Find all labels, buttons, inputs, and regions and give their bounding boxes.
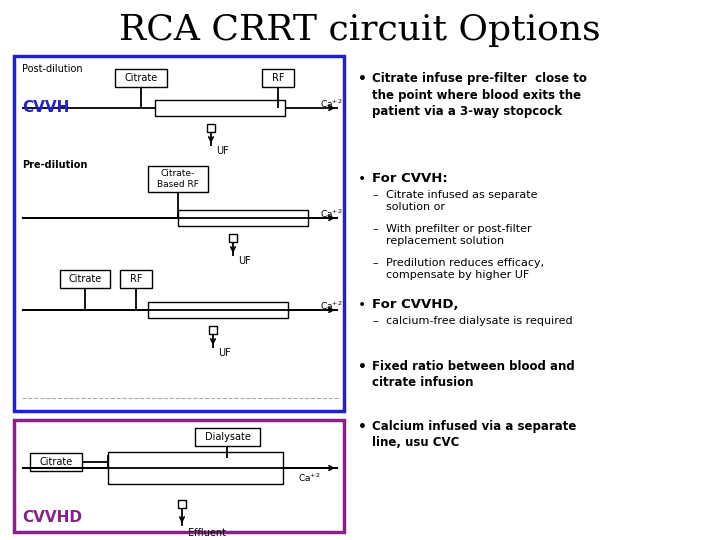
- Bar: [155, 100, 285, 116]
- Text: CVVH: CVVH: [22, 100, 69, 116]
- Text: RF: RF: [130, 274, 143, 284]
- Text: Ca$^{+2}$: Ca$^{+2}$: [320, 208, 343, 220]
- Text: –: –: [372, 224, 377, 234]
- Text: Effluent: Effluent: [188, 528, 226, 538]
- Text: RCA CRRT circuit Options: RCA CRRT circuit Options: [120, 13, 600, 47]
- Bar: [178, 500, 186, 508]
- Text: RF: RF: [271, 73, 284, 83]
- Text: Post-dilution: Post-dilution: [22, 64, 83, 74]
- Text: Citrate: Citrate: [40, 457, 73, 467]
- Bar: [120, 270, 152, 288]
- Text: •: •: [358, 360, 367, 374]
- Text: Citrate infuse pre-filter  close to
the point where blood exits the
patient via : Citrate infuse pre-filter close to the p…: [372, 72, 587, 118]
- Bar: [209, 326, 217, 334]
- Text: For CVVH:: For CVVH:: [372, 172, 448, 185]
- Text: •: •: [358, 172, 366, 186]
- Text: Ca$^{+2}$: Ca$^{+2}$: [320, 300, 343, 313]
- Text: –: –: [372, 190, 377, 200]
- Text: Predilution reduces efficacy,
compensate by higher UF: Predilution reduces efficacy, compensate…: [386, 258, 544, 280]
- Bar: [30, 453, 82, 471]
- Bar: [262, 69, 294, 87]
- Bar: [229, 234, 237, 242]
- Text: Citrate: Citrate: [68, 274, 102, 284]
- Text: For CVVHD,: For CVVHD,: [372, 298, 459, 311]
- Text: Ca$^{+2}$: Ca$^{+2}$: [320, 98, 343, 110]
- Text: Calcium infused via a separate
line, usu CVC: Calcium infused via a separate line, usu…: [372, 420, 577, 449]
- Text: Pre-dilution: Pre-dilution: [22, 160, 87, 170]
- Bar: [60, 270, 110, 288]
- Text: CVVHD: CVVHD: [22, 510, 82, 525]
- Bar: [223, 458, 231, 466]
- Bar: [14, 56, 344, 411]
- Text: With prefilter or post-filter
replacement solution: With prefilter or post-filter replacemen…: [386, 224, 531, 246]
- Text: –: –: [372, 258, 377, 268]
- Bar: [115, 69, 167, 87]
- Text: Citrate infused as separate
solution or: Citrate infused as separate solution or: [386, 190, 538, 212]
- Text: –: –: [372, 316, 377, 326]
- Text: Fixed ratio between blood and
citrate infusion: Fixed ratio between blood and citrate in…: [372, 360, 575, 389]
- Text: calcium-free dialysate is required: calcium-free dialysate is required: [386, 316, 572, 326]
- Text: •: •: [358, 298, 366, 312]
- Text: UF: UF: [216, 146, 229, 156]
- Bar: [108, 452, 283, 484]
- Text: Dialysate: Dialysate: [204, 432, 251, 442]
- Bar: [148, 166, 208, 192]
- Text: Ca$^{+2}$: Ca$^{+2}$: [298, 472, 320, 484]
- Text: •: •: [358, 420, 367, 434]
- Text: Citrate: Citrate: [125, 73, 158, 83]
- Text: •: •: [358, 72, 367, 86]
- Bar: [178, 210, 308, 226]
- Bar: [14, 420, 344, 532]
- Bar: [207, 124, 215, 132]
- Text: UF: UF: [238, 256, 251, 266]
- Bar: [148, 302, 288, 318]
- Text: Citrate-
Based RF: Citrate- Based RF: [157, 170, 199, 188]
- Bar: [195, 428, 260, 446]
- Text: UF: UF: [218, 348, 230, 358]
